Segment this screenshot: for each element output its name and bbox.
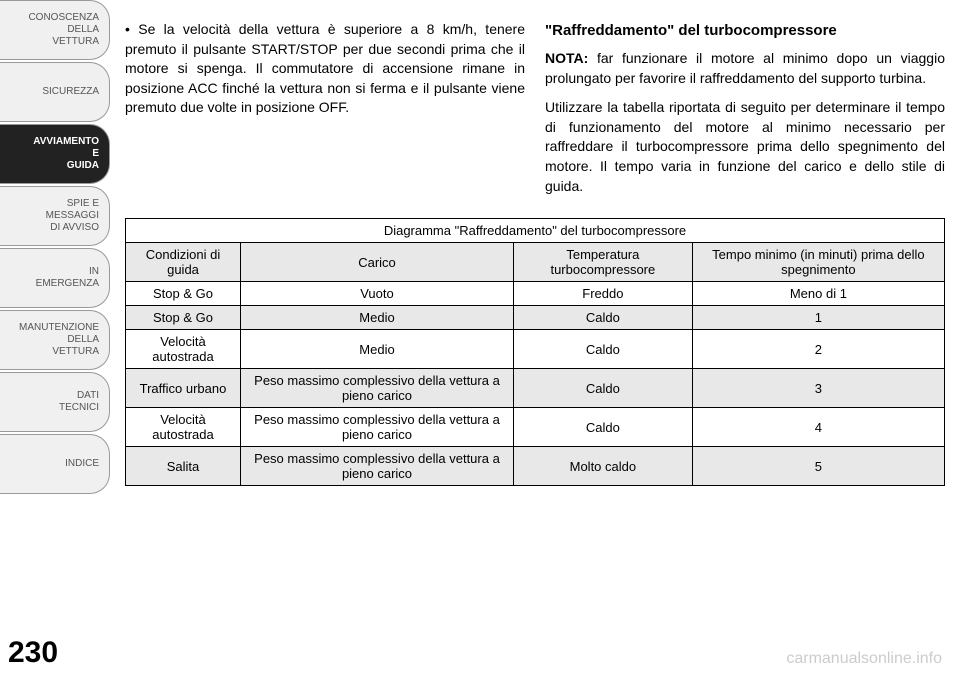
table-row: SalitaPeso massimo complessivo della vet… <box>126 447 945 486</box>
sidebar-item[interactable]: AVVIAMENTOEGUIDA <box>0 124 110 184</box>
sidebar-nav: CONOSCENZADELLAVETTURA SICUREZZA AVVIAMENT… <box>0 0 110 678</box>
right-column: "Raffreddamento" del turbocompressore NO… <box>545 20 945 206</box>
table-cell: Caldo <box>513 369 692 408</box>
sidebar-item[interactable]: SICUREZZA <box>0 62 110 122</box>
table-cell: Velocità autostrada <box>126 408 241 447</box>
page-number: 230 <box>8 636 58 670</box>
table-body: Stop & GoVuotoFreddoMeno di 1Stop & GoMe… <box>126 282 945 486</box>
para2: Utilizzare la tabella riportata di segui… <box>545 98 945 196</box>
table-header: Tempo minimo (in minuti) prima dello spe… <box>692 243 944 282</box>
table-cell: Medio <box>241 330 514 369</box>
table-cell: Caldo <box>513 306 692 330</box>
sidebar-item[interactable]: INDICE <box>0 434 110 494</box>
table-cell: Caldo <box>513 330 692 369</box>
cooldown-table: Diagramma "Raffreddamento" del turbocomp… <box>125 218 945 486</box>
table-cell: 2 <box>692 330 944 369</box>
table-title: Diagramma "Raffreddamento" del turbocomp… <box>126 219 945 243</box>
page-content: • Se la velocità della vettura è superio… <box>125 20 945 486</box>
table-cell: Freddo <box>513 282 692 306</box>
table-row: Velocità autostradaPeso massimo compless… <box>126 408 945 447</box>
nota-paragraph: NOTA: far funzionare il motore al minimo… <box>545 49 945 88</box>
table-row: Stop & GoMedioCaldo1 <box>126 306 945 330</box>
watermark: carmanualsonline.info <box>786 650 942 668</box>
table-header: Temperatura turbocompressore <box>513 243 692 282</box>
sidebar-item[interactable]: CONOSCENZADELLAVETTURA <box>0 0 110 60</box>
table-cell: Meno di 1 <box>692 282 944 306</box>
sidebar-item[interactable]: DATITECNICI <box>0 372 110 432</box>
table-cell: Caldo <box>513 408 692 447</box>
sidebar-item-label: SICUREZZA <box>42 86 99 98</box>
sidebar-item-label: AVVIAMENTOEGUIDA <box>33 136 99 172</box>
table-row: Velocità autostradaMedioCaldo2 <box>126 330 945 369</box>
sidebar-item-label: INEMERGENZA <box>36 266 99 290</box>
sidebar-item-label: INDICE <box>65 458 99 470</box>
section-heading: "Raffreddamento" del turbocompressore <box>545 20 945 41</box>
table-cell: Velocità autostrada <box>126 330 241 369</box>
sidebar-item-label: CONOSCENZADELLAVETTURA <box>28 12 99 48</box>
table-cell: Medio <box>241 306 514 330</box>
sidebar-item[interactable]: SPIE EMESSAGGIDI AVVISO <box>0 186 110 246</box>
table-cell: Vuoto <box>241 282 514 306</box>
sidebar-item-label: SPIE EMESSAGGIDI AVVISO <box>46 198 99 234</box>
table-cell: Molto caldo <box>513 447 692 486</box>
table-cell: Traffico urbano <box>126 369 241 408</box>
table-cell: 1 <box>692 306 944 330</box>
table-header-row: Condizioni di guida Carico Temperatura t… <box>126 243 945 282</box>
nota-text: far funzionare il motore al minimo dopo … <box>545 50 945 86</box>
table-cell: 3 <box>692 369 944 408</box>
table-cell: Peso massimo complessivo della vettura a… <box>241 408 514 447</box>
text-columns: • Se la velocità della vettura è superio… <box>125 20 945 206</box>
bullet-paragraph: • Se la velocità della vettura è superio… <box>125 20 525 118</box>
table-cell: 5 <box>692 447 944 486</box>
left-column: • Se la velocità della vettura è superio… <box>125 20 525 206</box>
sidebar-item[interactable]: INEMERGENZA <box>0 248 110 308</box>
table-row: Stop & GoVuotoFreddoMeno di 1 <box>126 282 945 306</box>
table-cell: Peso massimo complessivo della vettura a… <box>241 369 514 408</box>
table-cell: Salita <box>126 447 241 486</box>
table-cell: Stop & Go <box>126 306 241 330</box>
table-row: Traffico urbanoPeso massimo complessivo … <box>126 369 945 408</box>
sidebar-item-label: DATITECNICI <box>59 390 99 414</box>
sidebar-item[interactable]: MANUTENZIONEDELLAVETTURA <box>0 310 110 370</box>
table-title-row: Diagramma "Raffreddamento" del turbocomp… <box>126 219 945 243</box>
table-cell: 4 <box>692 408 944 447</box>
sidebar-item-label: MANUTENZIONEDELLAVETTURA <box>19 322 99 358</box>
table-header: Carico <box>241 243 514 282</box>
nota-label: NOTA: <box>545 50 588 66</box>
table-cell: Peso massimo complessivo della vettura a… <box>241 447 514 486</box>
table-header: Condizioni di guida <box>126 243 241 282</box>
table-cell: Stop & Go <box>126 282 241 306</box>
